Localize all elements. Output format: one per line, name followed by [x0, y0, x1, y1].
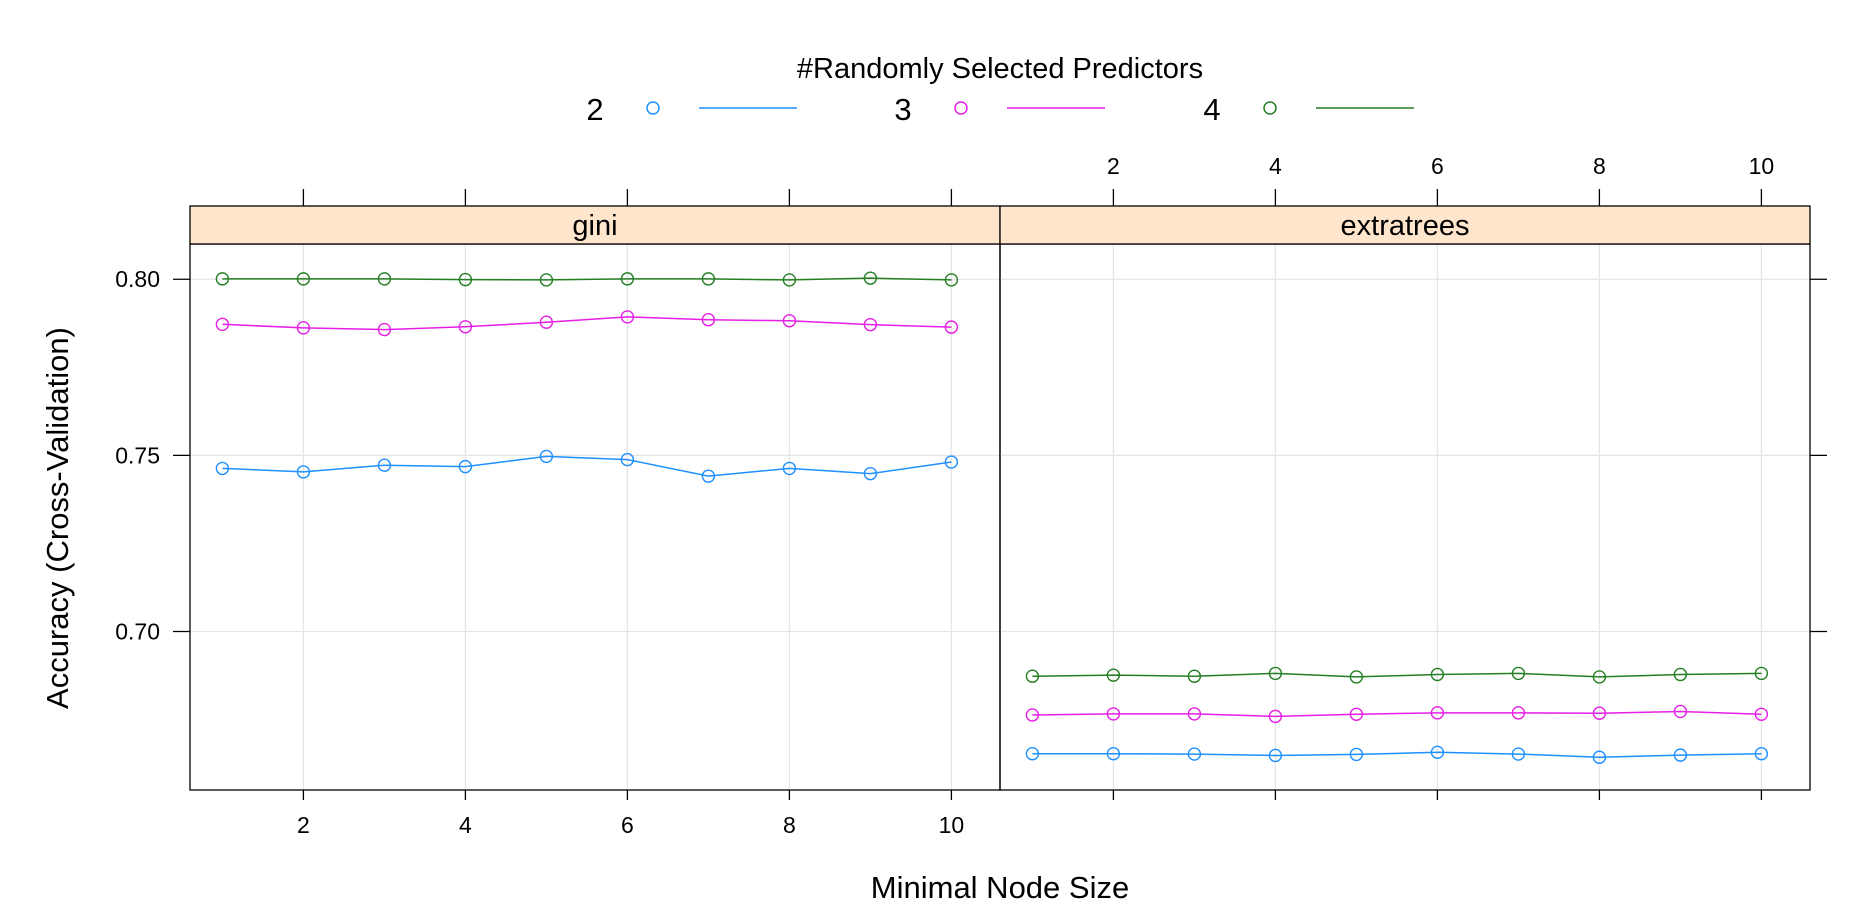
data-point-gini-2-4 [458, 459, 473, 474]
x-tick-label-2: 2 [297, 812, 310, 838]
data-point-extratrees-4-2 [1106, 668, 1121, 682]
data-point-extratrees-3-10 [1754, 707, 1769, 721]
data-point-gini-4-10 [944, 273, 959, 287]
data-point-extratrees-2-2 [1106, 747, 1121, 761]
data-point-gini-2-1 [215, 461, 230, 476]
x-tick-label-8: 8 [783, 812, 796, 838]
data-point-gini-3-7 [701, 313, 716, 327]
y-tick-label-0.75: 0.75 [115, 442, 160, 468]
series-line-gini-3 [222, 316, 952, 331]
series-line-extratrees-4 [1032, 672, 1762, 678]
data-point-extratrees-4-9 [1673, 667, 1688, 682]
data-point-gini-3-6 [620, 310, 635, 324]
strip-gini [189, 205, 1001, 245]
data-point-gini-4-7 [701, 272, 716, 286]
panel-frame-extratrees [999, 243, 1811, 791]
data-point-extratrees-4-8 [1592, 670, 1607, 684]
series-line-extratrees-3 [1032, 710, 1762, 718]
data-point-extratrees-4-5 [1349, 670, 1364, 684]
legend-label-3: 3 [894, 92, 911, 127]
data-point-extratrees-3-5 [1349, 707, 1364, 721]
legend-marker-4 [1263, 101, 1277, 115]
data-point-extratrees-3-1 [1025, 708, 1040, 722]
legend: #Randomly Selected Predictors 2 3 4 [586, 53, 1414, 127]
data-point-gini-3-3 [377, 322, 392, 337]
strip-label-gini: gini [572, 210, 617, 242]
x-tick-label-6: 6 [621, 812, 634, 838]
data-point-gini-2-3 [377, 458, 392, 472]
legend-marker-3 [954, 101, 968, 115]
panel-frame-gini [189, 243, 1001, 791]
series-line-gini-2 [222, 455, 952, 477]
series-line-extratrees-2 [1032, 751, 1762, 758]
data-point-extratrees-3-2 [1106, 707, 1121, 721]
data-point-extratrees-4-4 [1268, 666, 1283, 681]
x-tick-label-top-10: 10 [1749, 153, 1775, 179]
data-point-gini-4-3 [377, 272, 392, 286]
data-point-gini-4-5 [539, 273, 554, 287]
x-axis-title: Minimal Node Size [871, 870, 1129, 905]
data-point-gini-3-1 [215, 317, 230, 332]
data-point-extratrees-2-4 [1268, 748, 1283, 763]
data-point-extratrees-2-1 [1025, 747, 1040, 761]
legend-label-4: 4 [1203, 92, 1220, 127]
data-point-extratrees-2-9 [1673, 748, 1688, 762]
y-axis-title: Accuracy (Cross-Validation) [40, 327, 75, 709]
data-point-extratrees-4-7 [1511, 666, 1526, 681]
data-point-gini-2-9 [863, 466, 878, 481]
data-point-extratrees-2-8 [1592, 750, 1607, 764]
data-point-gini-4-2 [296, 272, 311, 286]
data-point-extratrees-2-6 [1430, 745, 1445, 760]
data-point-extratrees-4-10 [1754, 666, 1769, 681]
data-point-gini-2-10 [944, 455, 959, 469]
data-point-extratrees-4-1 [1025, 669, 1040, 683]
data-point-extratrees-4-6 [1430, 667, 1445, 682]
data-point-gini-4-4 [458, 272, 473, 287]
data-point-gini-4-1 [215, 272, 230, 286]
data-point-extratrees-3-7 [1511, 706, 1526, 720]
legend-label-2: 2 [586, 92, 603, 127]
data-point-gini-3-2 [296, 321, 311, 335]
x-tick-label-4: 4 [459, 812, 472, 838]
data-point-gini-2-5 [539, 449, 554, 464]
data-point-gini-4-9 [863, 271, 878, 285]
data-point-extratrees-2-10 [1754, 747, 1769, 761]
y-tick-label-0.7: 0.70 [115, 618, 160, 644]
panel-gini: gini 2 4 6 8 10 0.70 0.75 0.80 [115, 189, 1001, 838]
data-point-gini-2-6 [620, 452, 635, 467]
data-point-gini-4-8 [782, 273, 797, 287]
data-point-gini-2-7 [701, 469, 716, 483]
strip-label-extratrees: extratrees [1341, 210, 1470, 242]
data-point-gini-4-6 [620, 272, 635, 286]
data-point-gini-3-4 [458, 320, 473, 334]
data-point-extratrees-3-3 [1187, 707, 1202, 721]
data-point-gini-3-8 [782, 314, 797, 328]
x-tick-label-top-8: 8 [1593, 153, 1606, 179]
legend-title: #Randomly Selected Predictors [797, 53, 1203, 85]
data-point-extratrees-2-3 [1187, 747, 1202, 761]
panel-extratrees: extratrees 2 4 6 8 10 [999, 153, 1827, 800]
legend-marker-2 [646, 101, 660, 115]
data-point-gini-3-10 [944, 320, 959, 334]
x-tick-label-top-6: 6 [1431, 153, 1444, 179]
data-point-extratrees-3-8 [1592, 706, 1607, 720]
data-point-gini-2-2 [296, 465, 311, 479]
y-tick-label-0.8: 0.80 [115, 266, 160, 292]
data-point-gini-2-8 [782, 461, 797, 476]
x-tick-label-top-2: 2 [1107, 153, 1120, 179]
strip-extratrees [999, 205, 1811, 245]
series-line-gini-4 [222, 277, 952, 281]
data-point-extratrees-3-6 [1430, 706, 1445, 720]
data-point-extratrees-3-9 [1673, 704, 1688, 719]
panels: gini 2 4 6 8 10 0.70 0.75 0.80 extratrees 2 4 6 8 10 [115, 153, 1827, 838]
data-point-extratrees-4-3 [1187, 669, 1202, 683]
data-point-extratrees-3-4 [1268, 709, 1283, 724]
x-tick-label-top-4: 4 [1269, 153, 1282, 179]
data-point-gini-3-9 [863, 317, 878, 332]
data-point-extratrees-2-5 [1349, 747, 1364, 762]
x-tick-label-10: 10 [939, 812, 965, 838]
data-point-gini-3-5 [539, 315, 554, 329]
data-point-extratrees-2-7 [1511, 747, 1526, 761]
